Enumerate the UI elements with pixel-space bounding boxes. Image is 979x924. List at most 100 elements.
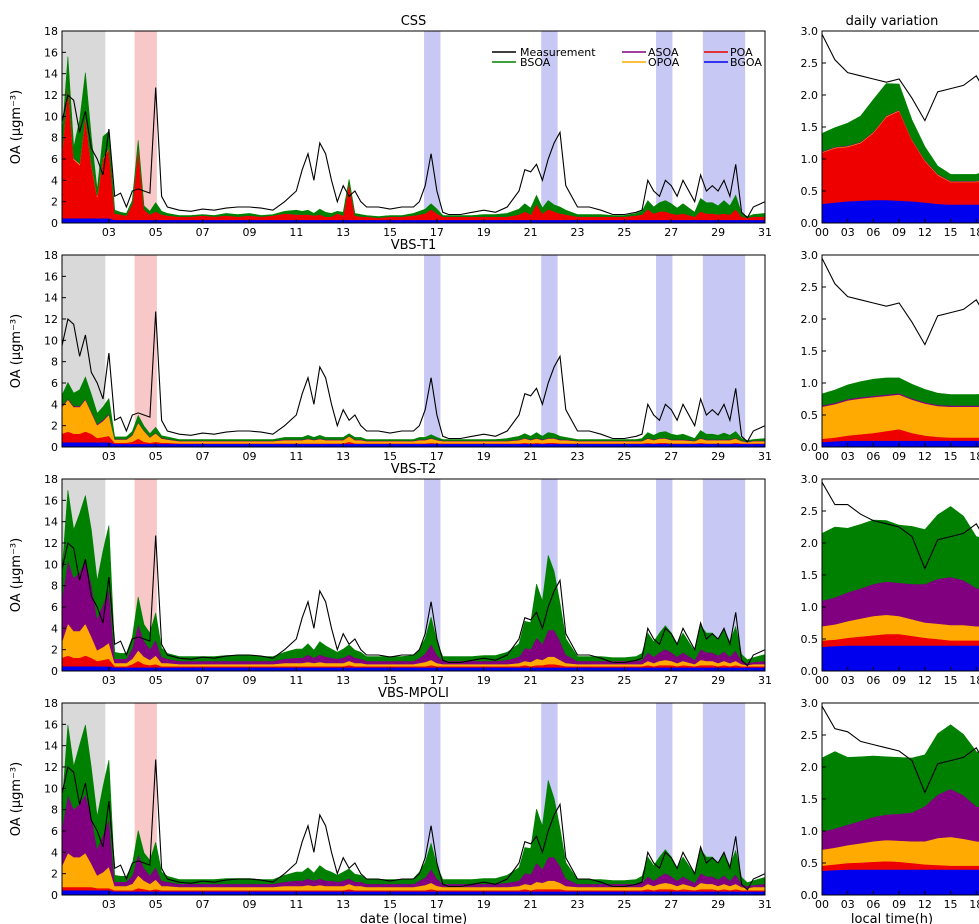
y-tick-label: 2.0 xyxy=(801,89,819,102)
x-tick-label: 13 xyxy=(336,898,350,911)
panel-0: 0 2 4 6 8 10 12 14 16 18 03 05 07 09 11 13 15 17 19 21 23 25 2… xyxy=(9,14,772,239)
panel-title: VBS-T2 xyxy=(391,462,437,477)
y-tick-label: 0.0 xyxy=(801,441,819,454)
x-tick-label: 25 xyxy=(617,226,631,239)
x-tick-label: 09 xyxy=(242,450,256,463)
y-tick-label: 1.0 xyxy=(801,825,819,838)
y-tick-label: 12 xyxy=(44,537,58,550)
x-tick-label: 00 xyxy=(815,898,829,911)
y-tick-label: 10 xyxy=(44,558,58,571)
x-tick-label: 29 xyxy=(711,450,725,463)
x-tick-label: 18 xyxy=(969,226,979,239)
y-tick-label: 6 xyxy=(51,377,58,390)
x-tick-label: 00 xyxy=(815,674,829,687)
y-tick-label: 0.5 xyxy=(801,409,819,422)
legend: Measurement ASOA POA BSOA OPOA BGOA xyxy=(492,46,762,69)
panel-3: 0.00.51.01.52.02.53.00003060912151821 xyxy=(801,249,979,463)
x-tick-label: 21 xyxy=(524,674,538,687)
y-tick-label: 8 xyxy=(51,132,58,145)
x-tick-label: 27 xyxy=(664,450,678,463)
y-tick-label: 1.0 xyxy=(801,377,819,390)
axes-frame xyxy=(61,478,766,672)
shaded-span xyxy=(424,703,441,895)
panel-6: 0 2 4 6 8 10 12 14 16 18 03 05 07 09 11 13 15 17 19 21 23 25 2… xyxy=(9,686,772,924)
shaded-span xyxy=(656,703,673,895)
y-tick-label: 2 xyxy=(51,644,58,657)
x-tick-label: 15 xyxy=(944,450,958,463)
legend-label: BSOA xyxy=(520,56,551,69)
x-tick-label: 05 xyxy=(149,450,163,463)
y-tick-label: 2 xyxy=(51,420,58,433)
x-tick-label: 09 xyxy=(892,674,906,687)
x-tick-label: 13 xyxy=(336,450,350,463)
y-tick-label: 2 xyxy=(51,196,58,209)
x-tick-label: 03 xyxy=(841,450,855,463)
shaded-span xyxy=(656,31,673,223)
y-tick-label: 1.0 xyxy=(801,601,819,614)
x-tick-label: 31 xyxy=(758,898,772,911)
y-tick-label: 8 xyxy=(51,356,58,369)
area-bgoa xyxy=(822,645,979,671)
x-tick-label: 23 xyxy=(571,674,585,687)
x-tick-label: 23 xyxy=(571,226,585,239)
plot-area xyxy=(62,703,765,895)
y-tick-label: 16 xyxy=(44,494,58,507)
x-tick-label: 03 xyxy=(841,674,855,687)
shaded-span xyxy=(656,255,673,447)
area-bgoa xyxy=(822,869,979,895)
panel-title: CSS xyxy=(401,14,427,29)
panel-title: daily variation xyxy=(846,14,939,29)
y-axis-label: OA (μgm⁻³) xyxy=(9,762,24,836)
panel-title: VBS-T1 xyxy=(391,238,437,253)
measurement-line xyxy=(62,87,765,219)
x-tick-label: 17 xyxy=(430,450,444,463)
panel-1: 0.00.51.01.52.02.53.00003060912151821dai… xyxy=(801,14,979,239)
panel-4: 0 2 4 6 8 10 12 14 16 18 03 05 07 09 11 13 15 17 19 21 23 25 2… xyxy=(9,462,772,687)
area-bgoa xyxy=(822,440,979,447)
y-tick-label: 0 xyxy=(51,217,58,230)
x-tick-label: 15 xyxy=(383,898,397,911)
shaded-span xyxy=(702,31,746,223)
y-tick-label: 4 xyxy=(51,174,58,187)
x-tick-label: 21 xyxy=(524,450,538,463)
x-tick-label: 12 xyxy=(918,898,932,911)
shaded-span xyxy=(424,479,441,671)
y-tick-label: 18 xyxy=(44,249,58,262)
y-tick-label: 12 xyxy=(44,313,58,326)
legend-label: OPOA xyxy=(648,56,680,69)
y-tick-label: 18 xyxy=(44,25,58,38)
x-tick-label: 03 xyxy=(102,226,116,239)
y-tick-label: 0.5 xyxy=(801,185,819,198)
y-tick-label: 4 xyxy=(51,622,58,635)
x-tick-label: 00 xyxy=(815,226,829,239)
y-tick-label: 1.5 xyxy=(801,121,819,134)
y-tick-label: 6 xyxy=(51,825,58,838)
x-tick-label: 29 xyxy=(711,226,725,239)
x-tick-label: 07 xyxy=(196,674,210,687)
x-tick-label: 19 xyxy=(477,226,491,239)
x-tick-label: 09 xyxy=(242,226,256,239)
y-tick-label: 8 xyxy=(51,804,58,817)
y-axis-label: OA (μgm⁻³) xyxy=(9,314,24,388)
y-tick-label: 10 xyxy=(44,782,58,795)
x-tick-label: 12 xyxy=(918,226,932,239)
measurement-line xyxy=(822,33,979,122)
plot-area xyxy=(822,33,979,223)
y-tick-label: 10 xyxy=(44,110,58,123)
y-tick-label: 12 xyxy=(44,761,58,774)
x-tick-label: 03 xyxy=(102,674,116,687)
panel-5: 0.00.51.01.52.02.53.00003060912151821 xyxy=(801,473,979,687)
measurement-line xyxy=(822,257,979,346)
plot-area xyxy=(822,257,979,447)
x-tick-label: 25 xyxy=(617,674,631,687)
x-tick-label: 11 xyxy=(289,450,303,463)
y-tick-label: 16 xyxy=(44,718,58,731)
x-tick-label: 18 xyxy=(969,450,979,463)
y-tick-label: 0.0 xyxy=(801,889,819,902)
measurement-line xyxy=(62,311,765,443)
y-tick-label: 1.5 xyxy=(801,793,819,806)
x-tick-label: 21 xyxy=(524,226,538,239)
x-tick-label: 15 xyxy=(383,226,397,239)
y-tick-label: 0.5 xyxy=(801,633,819,646)
measurement-line xyxy=(62,535,765,667)
